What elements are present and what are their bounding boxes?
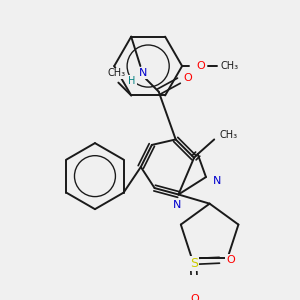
- Text: CH₃: CH₃: [220, 130, 238, 140]
- Text: N: N: [173, 200, 182, 211]
- Text: N: N: [213, 176, 221, 186]
- Text: O: O: [226, 255, 235, 265]
- Text: H: H: [128, 76, 136, 86]
- Text: O: O: [190, 294, 199, 300]
- Text: O: O: [196, 61, 205, 71]
- Text: S: S: [190, 256, 198, 269]
- Text: O: O: [184, 73, 192, 83]
- Text: CH₃: CH₃: [221, 61, 239, 71]
- Text: N: N: [139, 68, 147, 78]
- Text: CH₃: CH₃: [107, 68, 126, 78]
